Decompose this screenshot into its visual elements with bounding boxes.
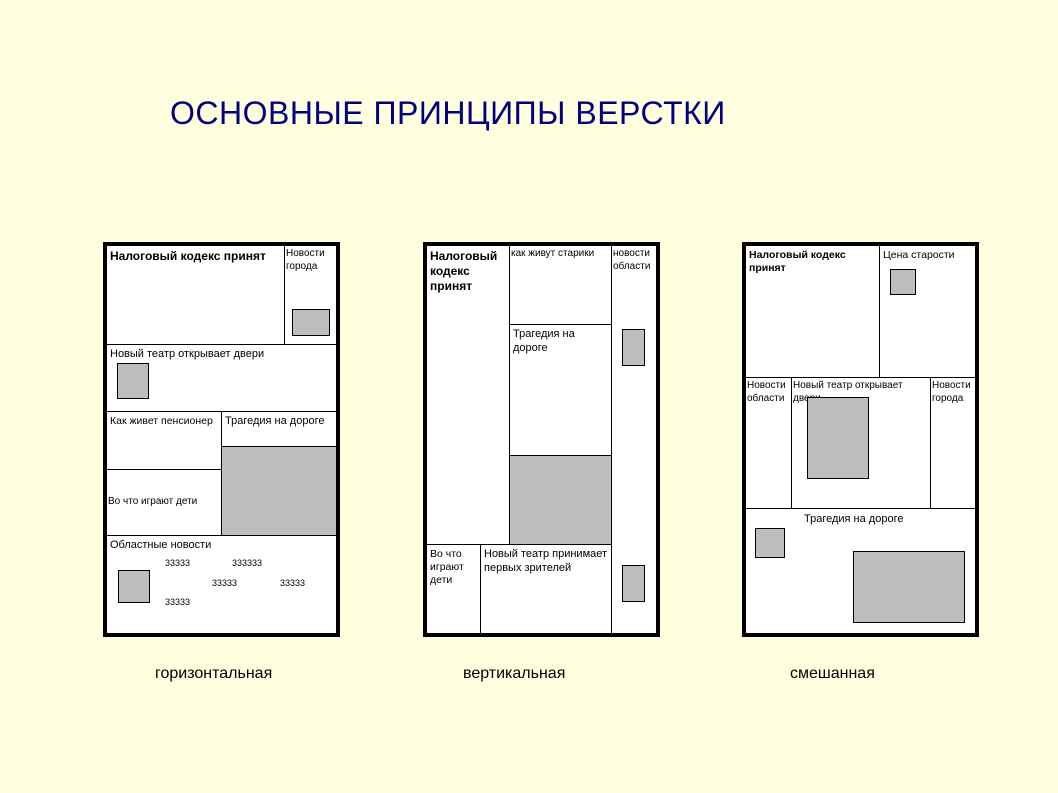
h-digit-5: 33333 xyxy=(165,597,190,607)
h-gray-2 xyxy=(117,363,149,399)
h-digit-2: 333333 xyxy=(232,558,262,568)
v-gray-1 xyxy=(622,329,645,366)
h-headline: Налоговый кодекс принят xyxy=(106,245,285,345)
v-gray-2 xyxy=(622,565,645,602)
m-old-age: Цена старости xyxy=(879,245,976,378)
h-gray-4 xyxy=(118,570,150,603)
v-headline: Налоговый кодекс принят xyxy=(426,245,510,545)
v-gray-3 xyxy=(509,455,612,545)
m-gray-4 xyxy=(853,551,965,623)
h-digit-1: 33333 xyxy=(165,558,190,568)
v-elders: как живут старики xyxy=(509,245,612,325)
m-headline: Налоговый кодекс принят xyxy=(745,245,880,378)
v-theater: Новый театр принимает первых зрителей xyxy=(480,544,612,634)
caption-horizontal: горизонтальная xyxy=(155,665,272,683)
m-gray-3 xyxy=(755,528,785,558)
m-city-news: Новости города xyxy=(930,377,976,509)
h-digit-4: 33333 xyxy=(280,578,305,588)
h-children: Во что играют дети xyxy=(106,469,222,536)
panel-horizontal: Налоговый кодекс принят Новости города Н… xyxy=(103,242,340,637)
h-gray-3 xyxy=(221,446,337,536)
panel-vertical: Налоговый кодекс принят как живут старик… xyxy=(423,242,660,637)
h-pensioner: Как живет пенсионер xyxy=(106,411,222,470)
m-tragedy-label: Трагедия на дороге xyxy=(804,513,903,527)
m-gray-1 xyxy=(890,269,916,295)
h-gray-1 xyxy=(292,309,330,336)
m-region-news: Новости области xyxy=(745,377,792,509)
h-digit-3: 33333 xyxy=(212,578,237,588)
page-title: ОСНОВНЫЕ ПРИНЦИПЫ ВЕРСТКИ xyxy=(170,95,726,132)
v-children: Во что играют дети xyxy=(426,544,481,634)
panel-mixed: Налоговый кодекс принят Цена старости Но… xyxy=(742,242,979,637)
caption-vertical: вертикальная xyxy=(463,665,565,683)
caption-mixed: смешанная xyxy=(790,665,875,683)
m-gray-2 xyxy=(807,397,869,479)
